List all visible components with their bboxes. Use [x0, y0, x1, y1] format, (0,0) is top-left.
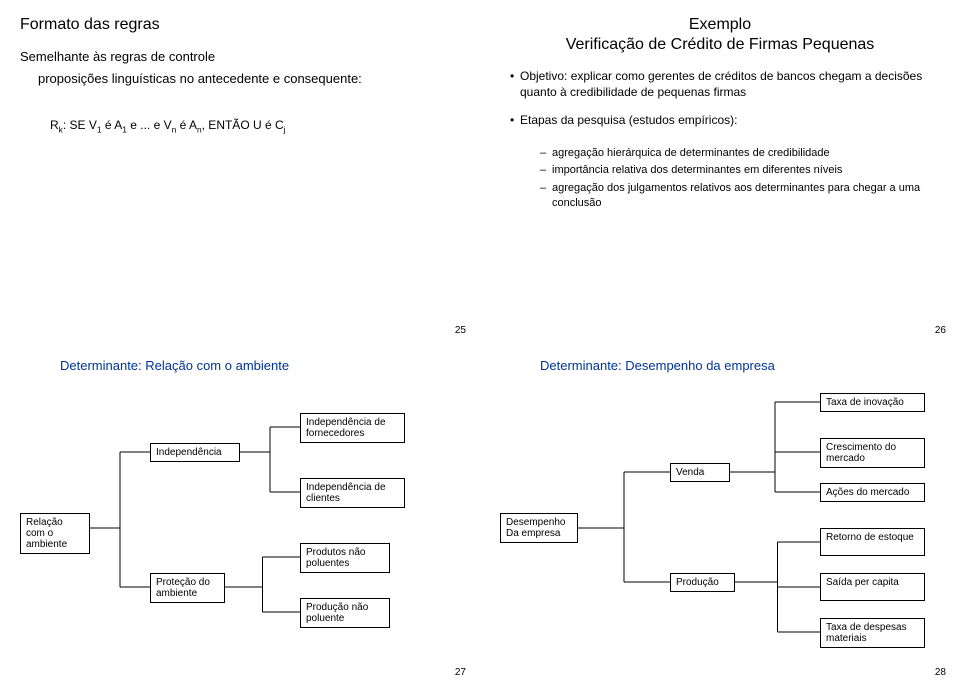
node-crescimento: Crescimento do mercado: [820, 438, 925, 468]
slide-title: Formato das regras: [20, 16, 460, 34]
slide-27: Determinante: Relação com o ambiente Rel…: [0, 342, 480, 684]
subtitle-1: Semelhante às regras de controle: [20, 48, 460, 66]
tree-diagram: Relação com o ambiente Independência Prote…: [20, 383, 460, 643]
bullet-steps: Etapas da pesquisa (estudos empíricos):: [510, 112, 940, 128]
node-acoes: Ações do mercado: [820, 483, 925, 502]
tree-diagram: Desempenho Da empresa Venda Produção Taxa d…: [500, 383, 940, 643]
rule-formula: Rk: SE V1 é A1 e ... e Vn é An, ENTÃO U …: [50, 117, 460, 136]
slide-title: Determinante: Desempenho da empresa: [540, 358, 940, 373]
node-root: Desempenho Da empresa: [500, 513, 578, 543]
page-number: 26: [935, 325, 946, 336]
bullet-objective: Objetivo: explicar como gerentes de créd…: [510, 68, 940, 100]
subtitle-2: proposições linguísticas no antecedente …: [38, 70, 460, 88]
node-prod: Produção: [670, 573, 735, 592]
node-prot: Proteção do ambiente: [150, 573, 225, 603]
sub-bullet-2: importância relativa dos determinantes e…: [540, 163, 940, 178]
node-venda: Venda: [670, 463, 730, 482]
slide-25: Formato das regras Semelhante às regras …: [0, 0, 480, 342]
node-root: Relação com o ambiente: [20, 513, 90, 554]
node-taxa-desp: Taxa de despesas materiais: [820, 618, 925, 648]
node-indep: Independência: [150, 443, 240, 462]
node-prod-nao-pol: Produtos não poluentes: [300, 543, 390, 573]
node-taxa-inov: Taxa de inovação: [820, 393, 925, 412]
page-number: 27: [455, 667, 466, 678]
node-saida: Saída per capita: [820, 573, 925, 601]
node-indep-fornec: Independência de fornecedores: [300, 413, 405, 443]
sub-bullet-1: agregação hierárquica de determinantes d…: [540, 146, 940, 161]
sub-bullet-3: agregação dos julgamentos relativos aos …: [540, 181, 940, 211]
slide-26: Exemplo Verificação de Crédito de Firmas…: [480, 0, 960, 342]
node-retorno: Retorno de estoque: [820, 528, 925, 556]
slide-title-line1: Exemplo: [500, 16, 940, 34]
slide-body: Semelhante às regras de controle proposi…: [20, 48, 460, 136]
slide-title-line2: Verificação de Crédito de Firmas Pequena…: [500, 36, 940, 54]
slide-title: Determinante: Relação com o ambiente: [60, 358, 460, 373]
page-number: 25: [455, 325, 466, 336]
page-number: 28: [935, 667, 946, 678]
node-producao-nao-pol: Produção não poluente: [300, 598, 390, 628]
slide-body: Objetivo: explicar como gerentes de créd…: [500, 68, 940, 211]
node-indep-clientes: Independência de clientes: [300, 478, 405, 508]
slide-28: Determinante: Desempenho da empresa Dese…: [480, 342, 960, 684]
